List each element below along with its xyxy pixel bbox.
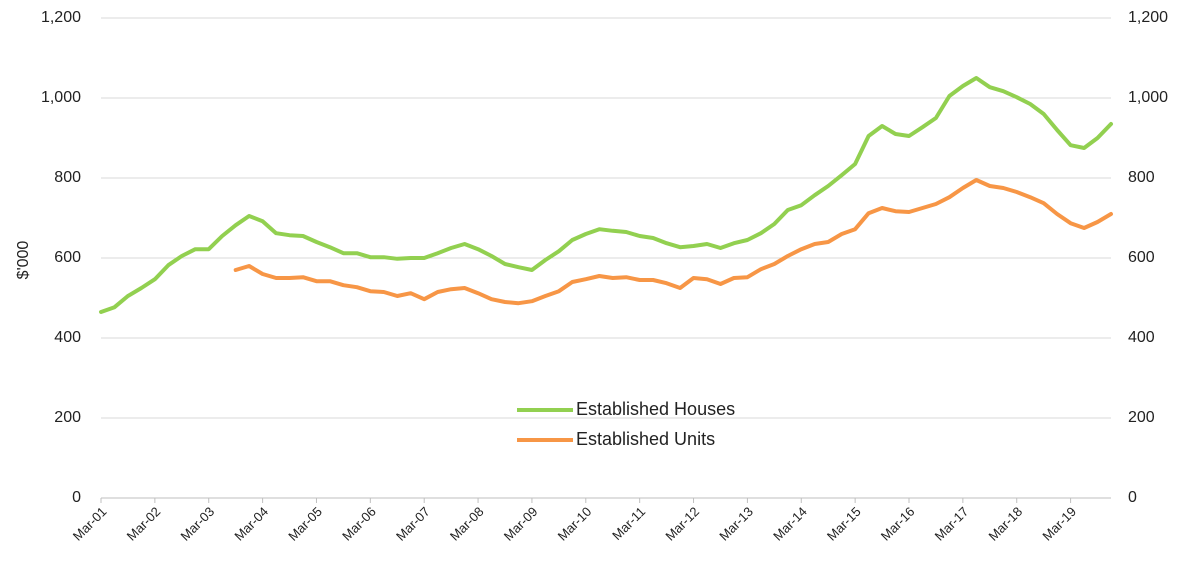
x-tick-label: Mar-02 (124, 504, 164, 544)
x-tick-label: Mar-01 (70, 504, 110, 544)
x-tick-label: Mar-05 (285, 504, 325, 544)
line-series (233, 178, 1113, 306)
x-tick-label: Mar-10 (555, 504, 595, 544)
line-series (99, 76, 1113, 314)
y-tick-label: 0 (72, 489, 81, 506)
x-tick-label: Mar-04 (231, 504, 271, 544)
y2-tick-label: 0 (1128, 489, 1137, 506)
y2-tick-label: 200 (1128, 409, 1155, 426)
y-tick-label: 1,200 (41, 9, 81, 26)
y-tick-label: 600 (54, 249, 81, 266)
x-tick-label: Mar-13 (716, 504, 756, 544)
y2-tick-label: 400 (1128, 329, 1155, 346)
y2-tick-label: 1,200 (1128, 9, 1168, 26)
x-tick-label: Mar-07 (393, 504, 433, 544)
x-tick-label: Mar-06 (339, 504, 379, 544)
x-tick-label: Mar-19 (1039, 504, 1079, 544)
x-tick-label: Mar-14 (770, 504, 810, 544)
x-tick-label: Mar-08 (447, 504, 487, 544)
y2-tick-label: 1,000 (1128, 89, 1168, 106)
y-tick-label: 400 (54, 329, 81, 346)
y-tick-label: 800 (54, 169, 81, 186)
y-axis-label: $'000 (15, 241, 32, 280)
x-tick-label: Mar-03 (178, 504, 218, 544)
y-tick-label: 200 (54, 409, 81, 426)
legend-label: Established Houses (576, 399, 735, 419)
y2-tick-label: 600 (1128, 249, 1155, 266)
x-tick-label: Mar-09 (501, 504, 541, 544)
y-tick-label: 1,000 (41, 89, 81, 106)
legend-label: Established Units (576, 429, 715, 449)
x-tick-label: Mar-11 (609, 504, 648, 543)
x-tick-label: Mar-16 (878, 504, 918, 544)
x-tick-label: Mar-18 (986, 504, 1026, 544)
y2-tick-label: 800 (1128, 169, 1155, 186)
x-tick-label: Mar-12 (662, 504, 702, 544)
x-tick-label: Mar-15 (824, 504, 864, 544)
x-tick-label: Mar-17 (932, 504, 972, 544)
